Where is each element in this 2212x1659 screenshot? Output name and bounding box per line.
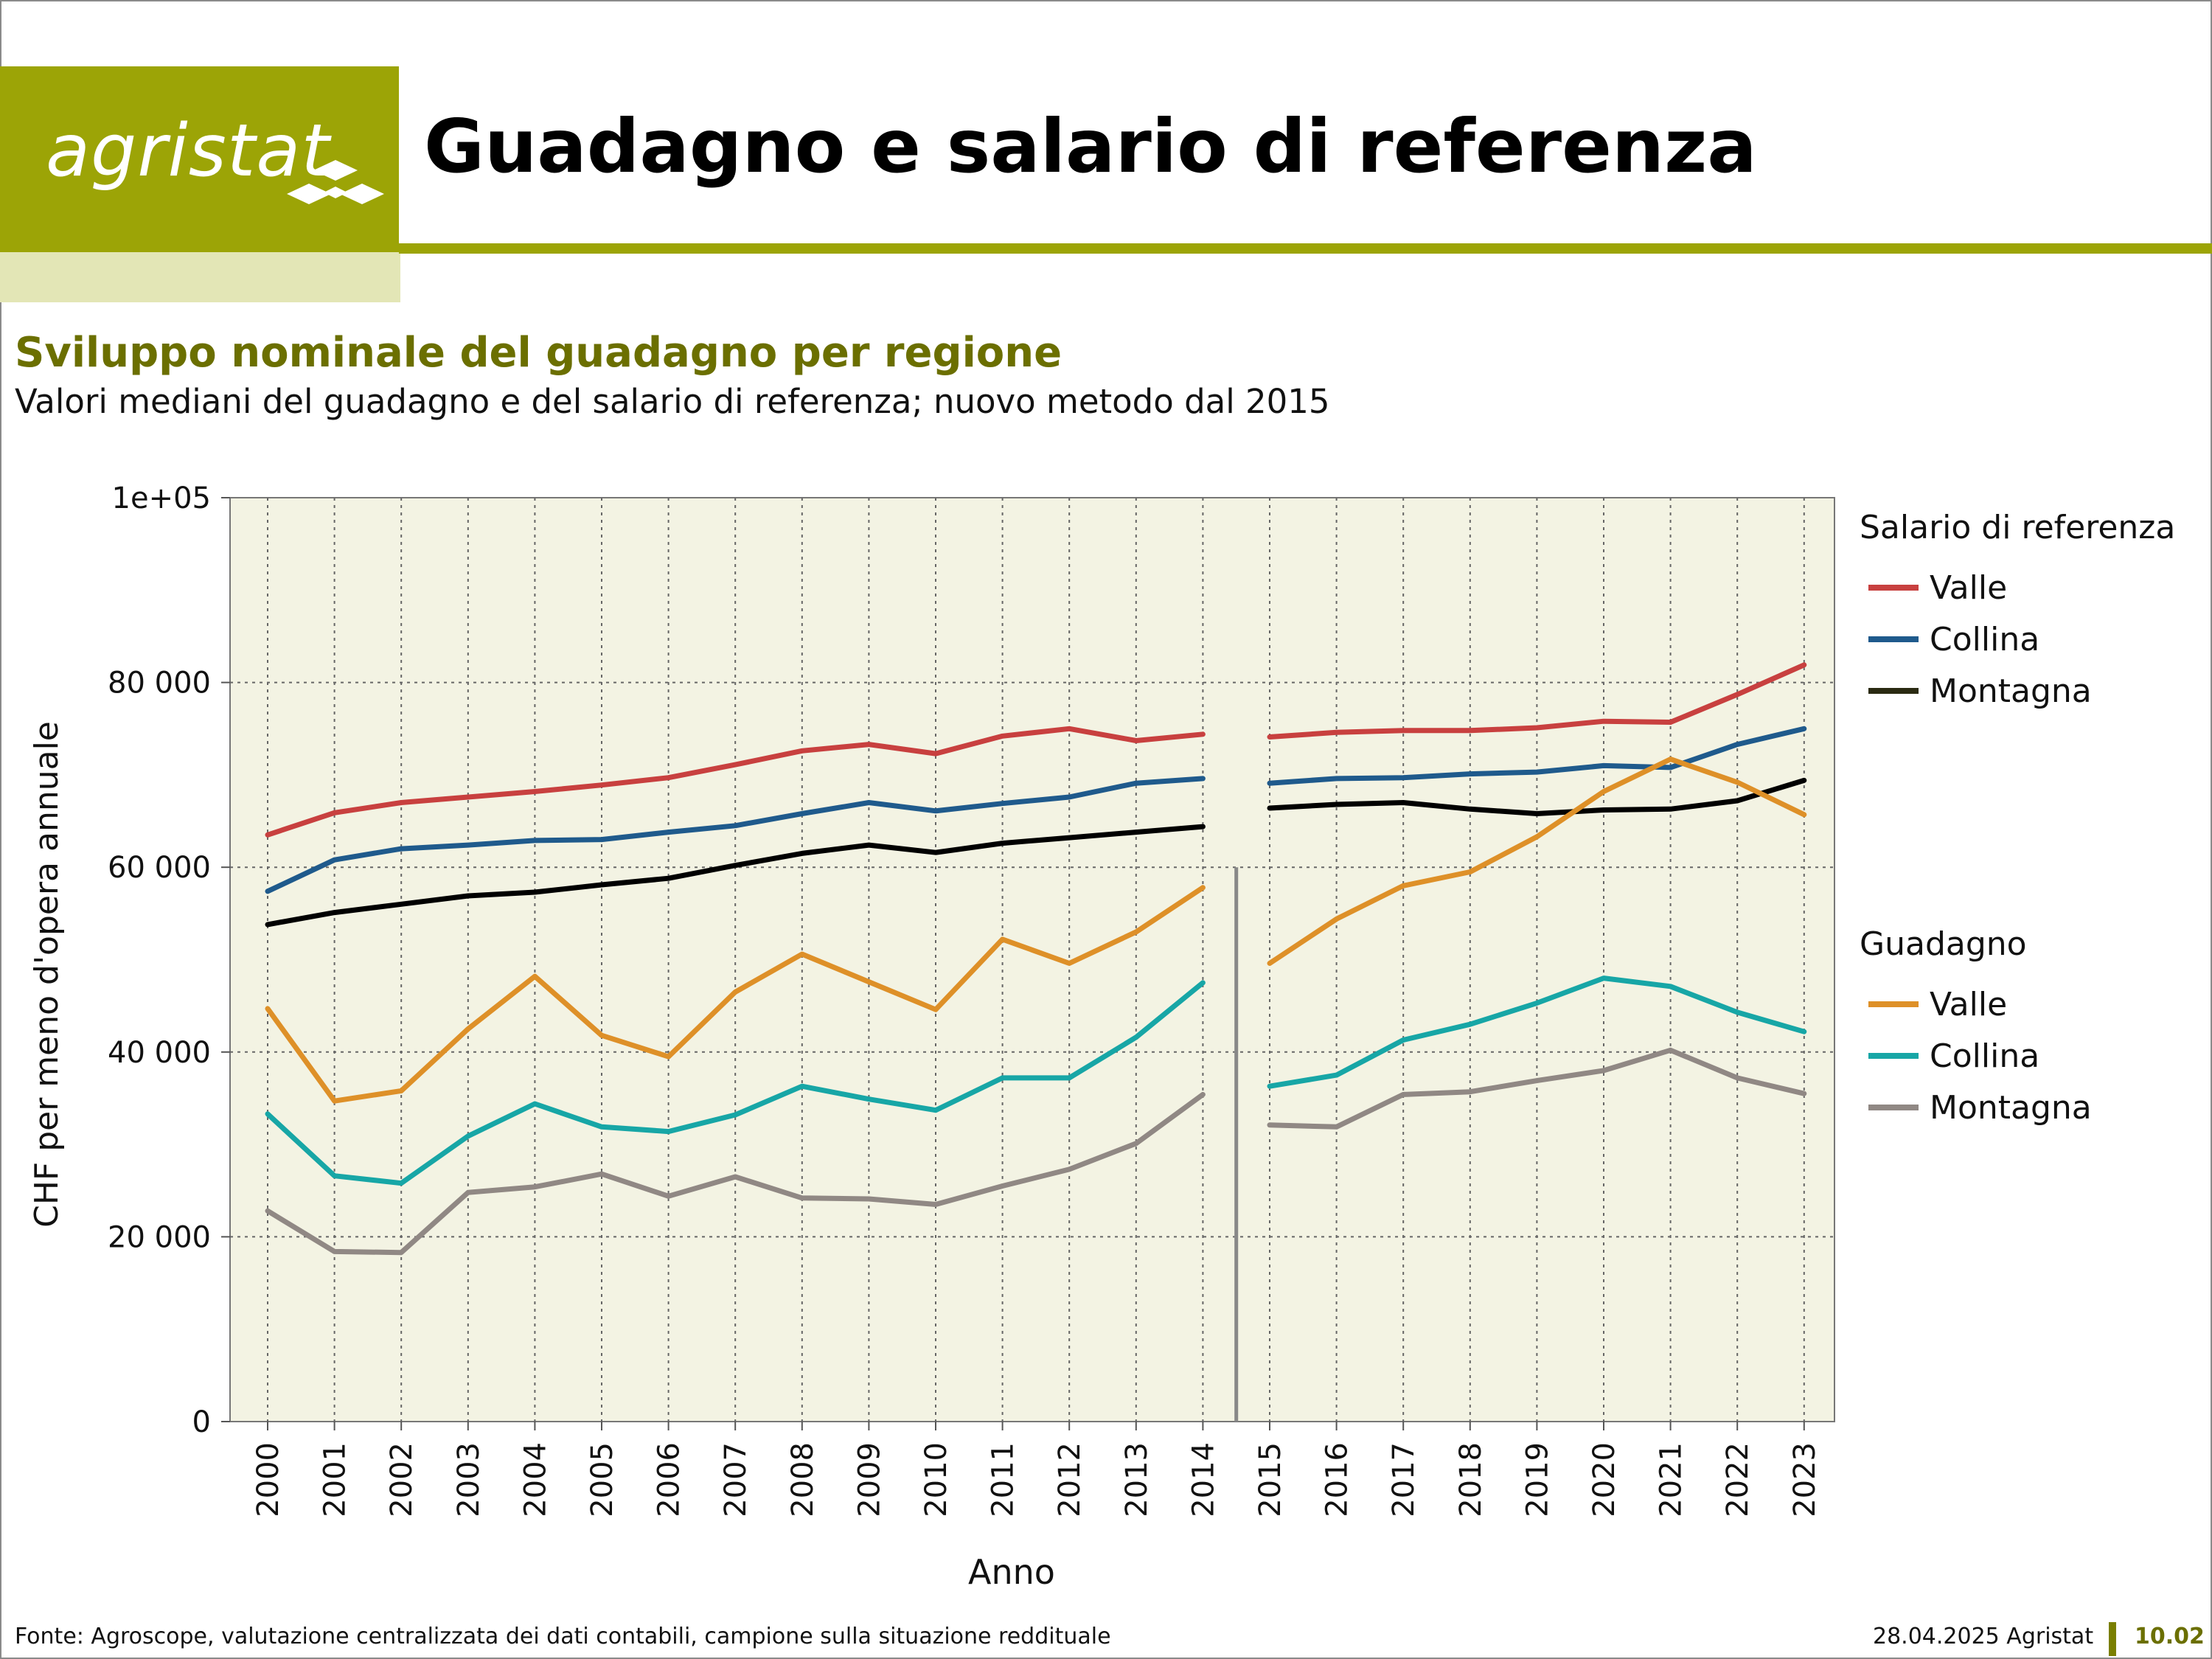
footer-date: 28.04.2025 Agristat [1873,1624,2094,1649]
legend-label: Montagna [1930,1089,2092,1127]
y-tick-label: 80 000 [108,667,211,700]
page-title: Guadagno e salario di referenza [424,103,1757,189]
y-tick-label: 0 [192,1405,211,1439]
x-tick-label: 2023 [1788,1442,1822,1517]
series-line [265,885,1206,1104]
series-line [265,726,1206,838]
x-tick-label: 2018 [1454,1442,1488,1517]
x-tick-label: 2007 [719,1442,753,1517]
series-line [265,776,1206,894]
y-tick-label: 60 000 [108,851,211,885]
logo-text: agristat [46,109,330,193]
series-line [1267,777,1807,816]
x-tick-label: 2016 [1321,1442,1354,1517]
series-line [1267,975,1807,1089]
series-line [1267,1047,1807,1130]
x-tick-label: 2015 [1253,1442,1287,1517]
chart-subtitle: Sviluppo nominale del guadagno per regio… [15,329,1062,377]
series-line [265,824,1206,928]
x-tick-label: 2010 [919,1442,953,1517]
chart-description: Valori mediani del guadagno e del salari… [15,382,1330,421]
series-line [1267,757,1807,966]
x-tick-label: 2014 [1186,1442,1220,1517]
legend-label: Collina [1930,621,2039,658]
y-tick-label: 40 000 [108,1036,211,1070]
legend-label: Valle [1930,569,2007,607]
series-line [265,980,1206,1186]
header-rule [399,243,2212,254]
chart: 0 20 000 40 000 60 000 80 000 1e+05 2000 2001 20… [28,481,2175,1592]
page-number: 10.02 [2135,1624,2205,1649]
x-tick-label: 2004 [518,1442,552,1517]
x-tick-label: 2012 [1053,1442,1087,1517]
legend-title: Guadagno [1860,925,2027,963]
logo-underbar [0,252,400,302]
footer-divider [2109,1622,2116,1656]
series-line [265,1091,1206,1256]
logo-box [0,66,399,252]
x-tick-label: 2000 [251,1442,285,1517]
x-tick-label: 2011 [987,1442,1020,1517]
x-tick-label: 2005 [585,1442,619,1517]
plot-area [229,497,1835,1422]
legend-label: Valle [1930,986,2007,1023]
footer-source: Fonte: Agroscope, valutazione centralizz… [15,1624,1111,1649]
logo-diamonds-icon [287,160,384,204]
y-axis-title: CHF per meno d'opera annuale [28,721,66,1228]
x-tick-label: 2008 [786,1442,820,1517]
x-tick-label: 2020 [1587,1442,1621,1517]
legend-title: Salario di referenza [1860,509,2175,546]
series-line [1267,726,1807,786]
x-tick-label: 2019 [1520,1442,1554,1517]
x-tick-label: 2022 [1721,1442,1755,1517]
x-tick-label: 2002 [385,1442,419,1517]
x-tick-label: 2017 [1387,1442,1421,1517]
series-line [1267,662,1807,740]
x-tick-label: 2013 [1120,1442,1154,1517]
x-tick-label: 2003 [452,1442,486,1517]
x-tick-label: 2021 [1655,1442,1688,1517]
legend-label: Montagna [1930,672,2092,710]
y-tick-label: 20 000 [108,1220,211,1254]
y-tick-label: 1e+05 [112,481,211,515]
x-tick-label: 2001 [319,1442,352,1517]
x-tick-label: 2006 [653,1442,686,1517]
x-axis-title: Anno [968,1552,1055,1592]
x-tick-label: 2009 [852,1442,886,1517]
legend-label: Collina [1930,1037,2039,1075]
